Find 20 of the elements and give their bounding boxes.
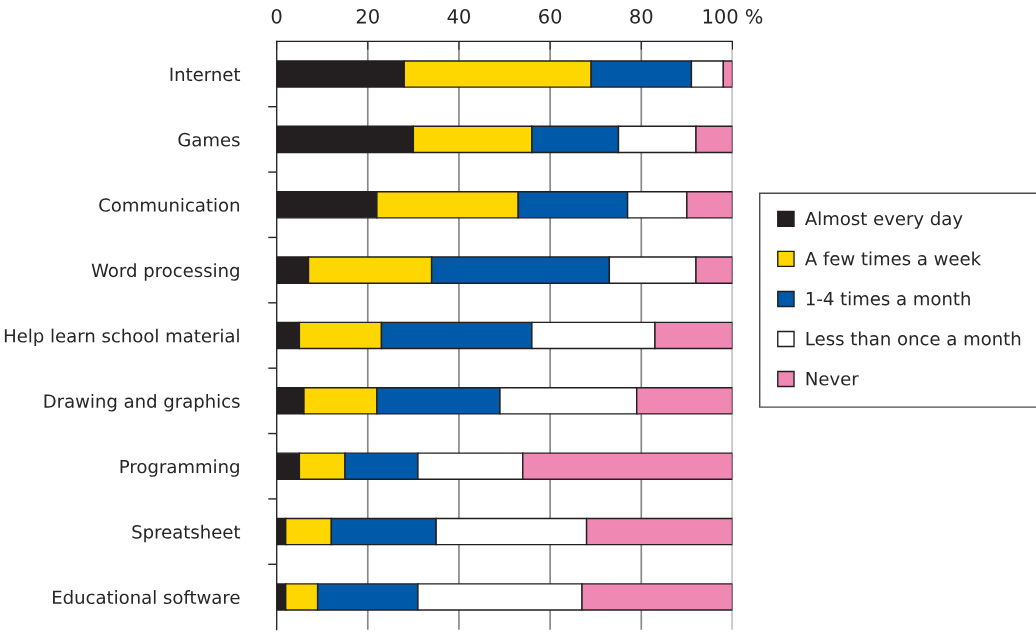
legend-label: Almost every day	[804, 211, 963, 229]
x-tick-label: 80	[630, 8, 653, 24]
legend-label: Never	[806, 372, 859, 386]
y-tick-label: Games	[178, 132, 240, 147]
x-tick-label: 60	[539, 8, 562, 24]
y-tick-label: Educational software	[53, 590, 240, 605]
y-tick-label: Internet	[170, 67, 241, 82]
legend-label: A few times a week	[804, 251, 982, 266]
y-tick-label: Drawing and graphics	[44, 394, 240, 412]
y-tick-label: Spreatsheet	[132, 524, 241, 543]
legend-label: 1-4 times a month	[806, 291, 970, 306]
x-tick-label: 0	[271, 8, 282, 24]
legend-label: Less than once a month	[806, 331, 1021, 346]
x-tick-label: 20	[356, 8, 379, 24]
y-tick-label: Communication	[99, 197, 239, 212]
y-tick-label: Word processing	[91, 263, 239, 281]
y-tick-label: Help learn school material	[4, 328, 239, 347]
x-tick-label: 100 %	[703, 8, 763, 24]
x-tick-label: 40	[447, 8, 471, 24]
y-tick-label: Programming	[120, 459, 239, 477]
